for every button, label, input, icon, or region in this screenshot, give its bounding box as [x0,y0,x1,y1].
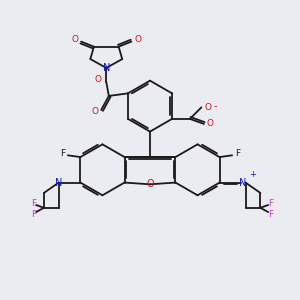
Text: N: N [239,178,247,188]
Text: F: F [235,149,240,158]
Text: F: F [31,210,36,219]
Text: +: + [249,170,256,179]
Text: O: O [71,35,78,44]
Text: -: - [214,100,217,111]
Text: N: N [103,63,110,73]
Text: F: F [268,199,274,208]
Text: N: N [55,178,62,188]
Text: O: O [146,179,154,189]
Text: F: F [31,199,36,208]
Text: O: O [92,107,99,116]
Text: F: F [60,149,65,158]
Text: O: O [204,103,211,112]
Text: O: O [134,35,141,44]
Text: O: O [207,119,214,128]
Text: O: O [95,75,102,84]
Text: F: F [268,210,274,219]
